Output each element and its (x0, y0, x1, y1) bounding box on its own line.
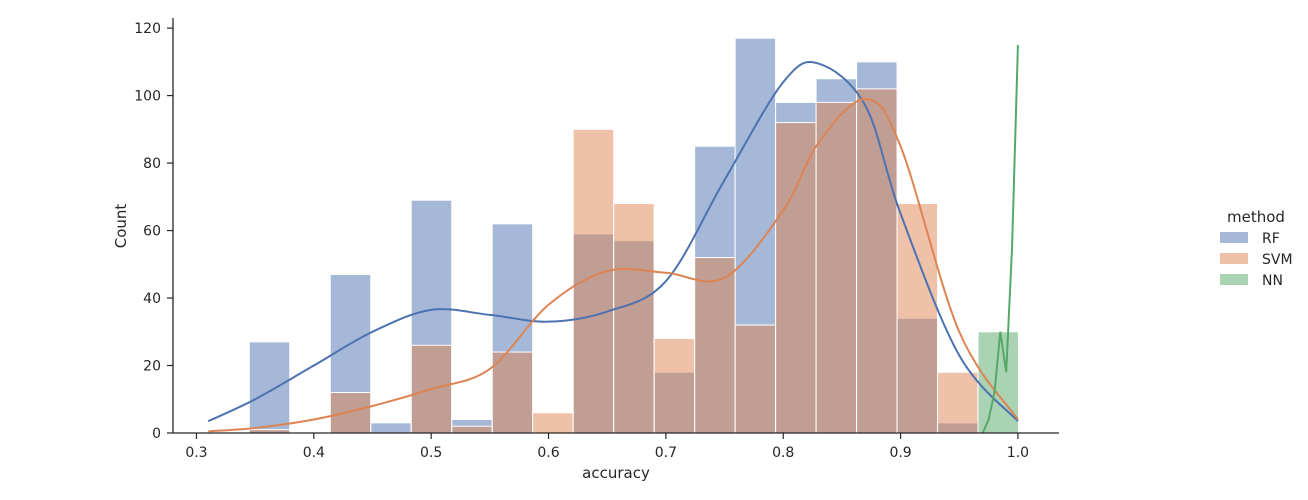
bar-svm-18 (937, 371, 979, 434)
bar-svm-15 (815, 101, 858, 434)
bar-svm-10 (613, 203, 655, 434)
y-axis-label: Count (112, 204, 130, 249)
bar-svm-12 (694, 257, 736, 434)
legend-swatch-rf (1220, 232, 1248, 243)
x-tick-label: 0.3 (185, 445, 207, 461)
x-axis-label: accuracy (582, 464, 650, 482)
kde-curves-layer (207, 44, 1019, 434)
bar-svm-8 (532, 412, 574, 434)
legend-title: method (1227, 208, 1285, 226)
axes-layer (172, 18, 1059, 434)
y-tick-label: 0 (152, 426, 161, 442)
bar-svm-13 (734, 324, 777, 434)
x-tick-label: 0.4 (303, 445, 325, 461)
legend-label-svm: SVM (1262, 252, 1293, 268)
x-ticks: 0.3 0.4 0.5 0.6 0.7 0.8 0.9 1.0 (185, 433, 1029, 461)
legend-swatch-svm (1220, 253, 1248, 264)
legend-swatch-nn (1220, 274, 1248, 285)
legend-label-nn: NN (1262, 273, 1283, 289)
x-tick-label: 0.6 (537, 445, 559, 461)
legend-label-rf: RF (1262, 231, 1280, 247)
y-tick-label: 100 (134, 89, 161, 105)
kde-line-nn (981, 44, 1019, 434)
y-tick-label: 80 (143, 156, 161, 172)
bar-svm-6 (451, 425, 493, 434)
bars-layer (248, 37, 1020, 434)
bar-rf-4 (370, 422, 412, 434)
bar-svm-11 (653, 338, 696, 434)
x-tick-label: 1.0 (1007, 445, 1029, 461)
bar-svm-9 (572, 128, 615, 434)
x-tick-label: 0.5 (420, 445, 442, 461)
x-tick-label: 0.7 (655, 445, 677, 461)
bar-svm-3 (329, 392, 372, 434)
y-tick-label: 120 (134, 21, 161, 37)
kde-line-rf (207, 61, 1019, 423)
bar-svm-7 (491, 351, 534, 434)
y-tick-label: 60 (143, 224, 161, 240)
bar-svm-16 (856, 88, 898, 434)
y-tick-label: 40 (143, 291, 161, 307)
x-tick-label: 0.9 (889, 445, 911, 461)
bar-rf-1 (248, 341, 291, 434)
y-ticks: 0 20 40 60 80 100 120 (134, 21, 173, 442)
x-tick-label: 0.8 (772, 445, 794, 461)
bar-svm-14 (775, 122, 817, 434)
legend: method RF SVM NN (1220, 208, 1293, 289)
y-tick-label: 20 (143, 359, 161, 375)
bar-svm-17 (896, 203, 939, 434)
kde-line-svm (208, 97, 1019, 433)
